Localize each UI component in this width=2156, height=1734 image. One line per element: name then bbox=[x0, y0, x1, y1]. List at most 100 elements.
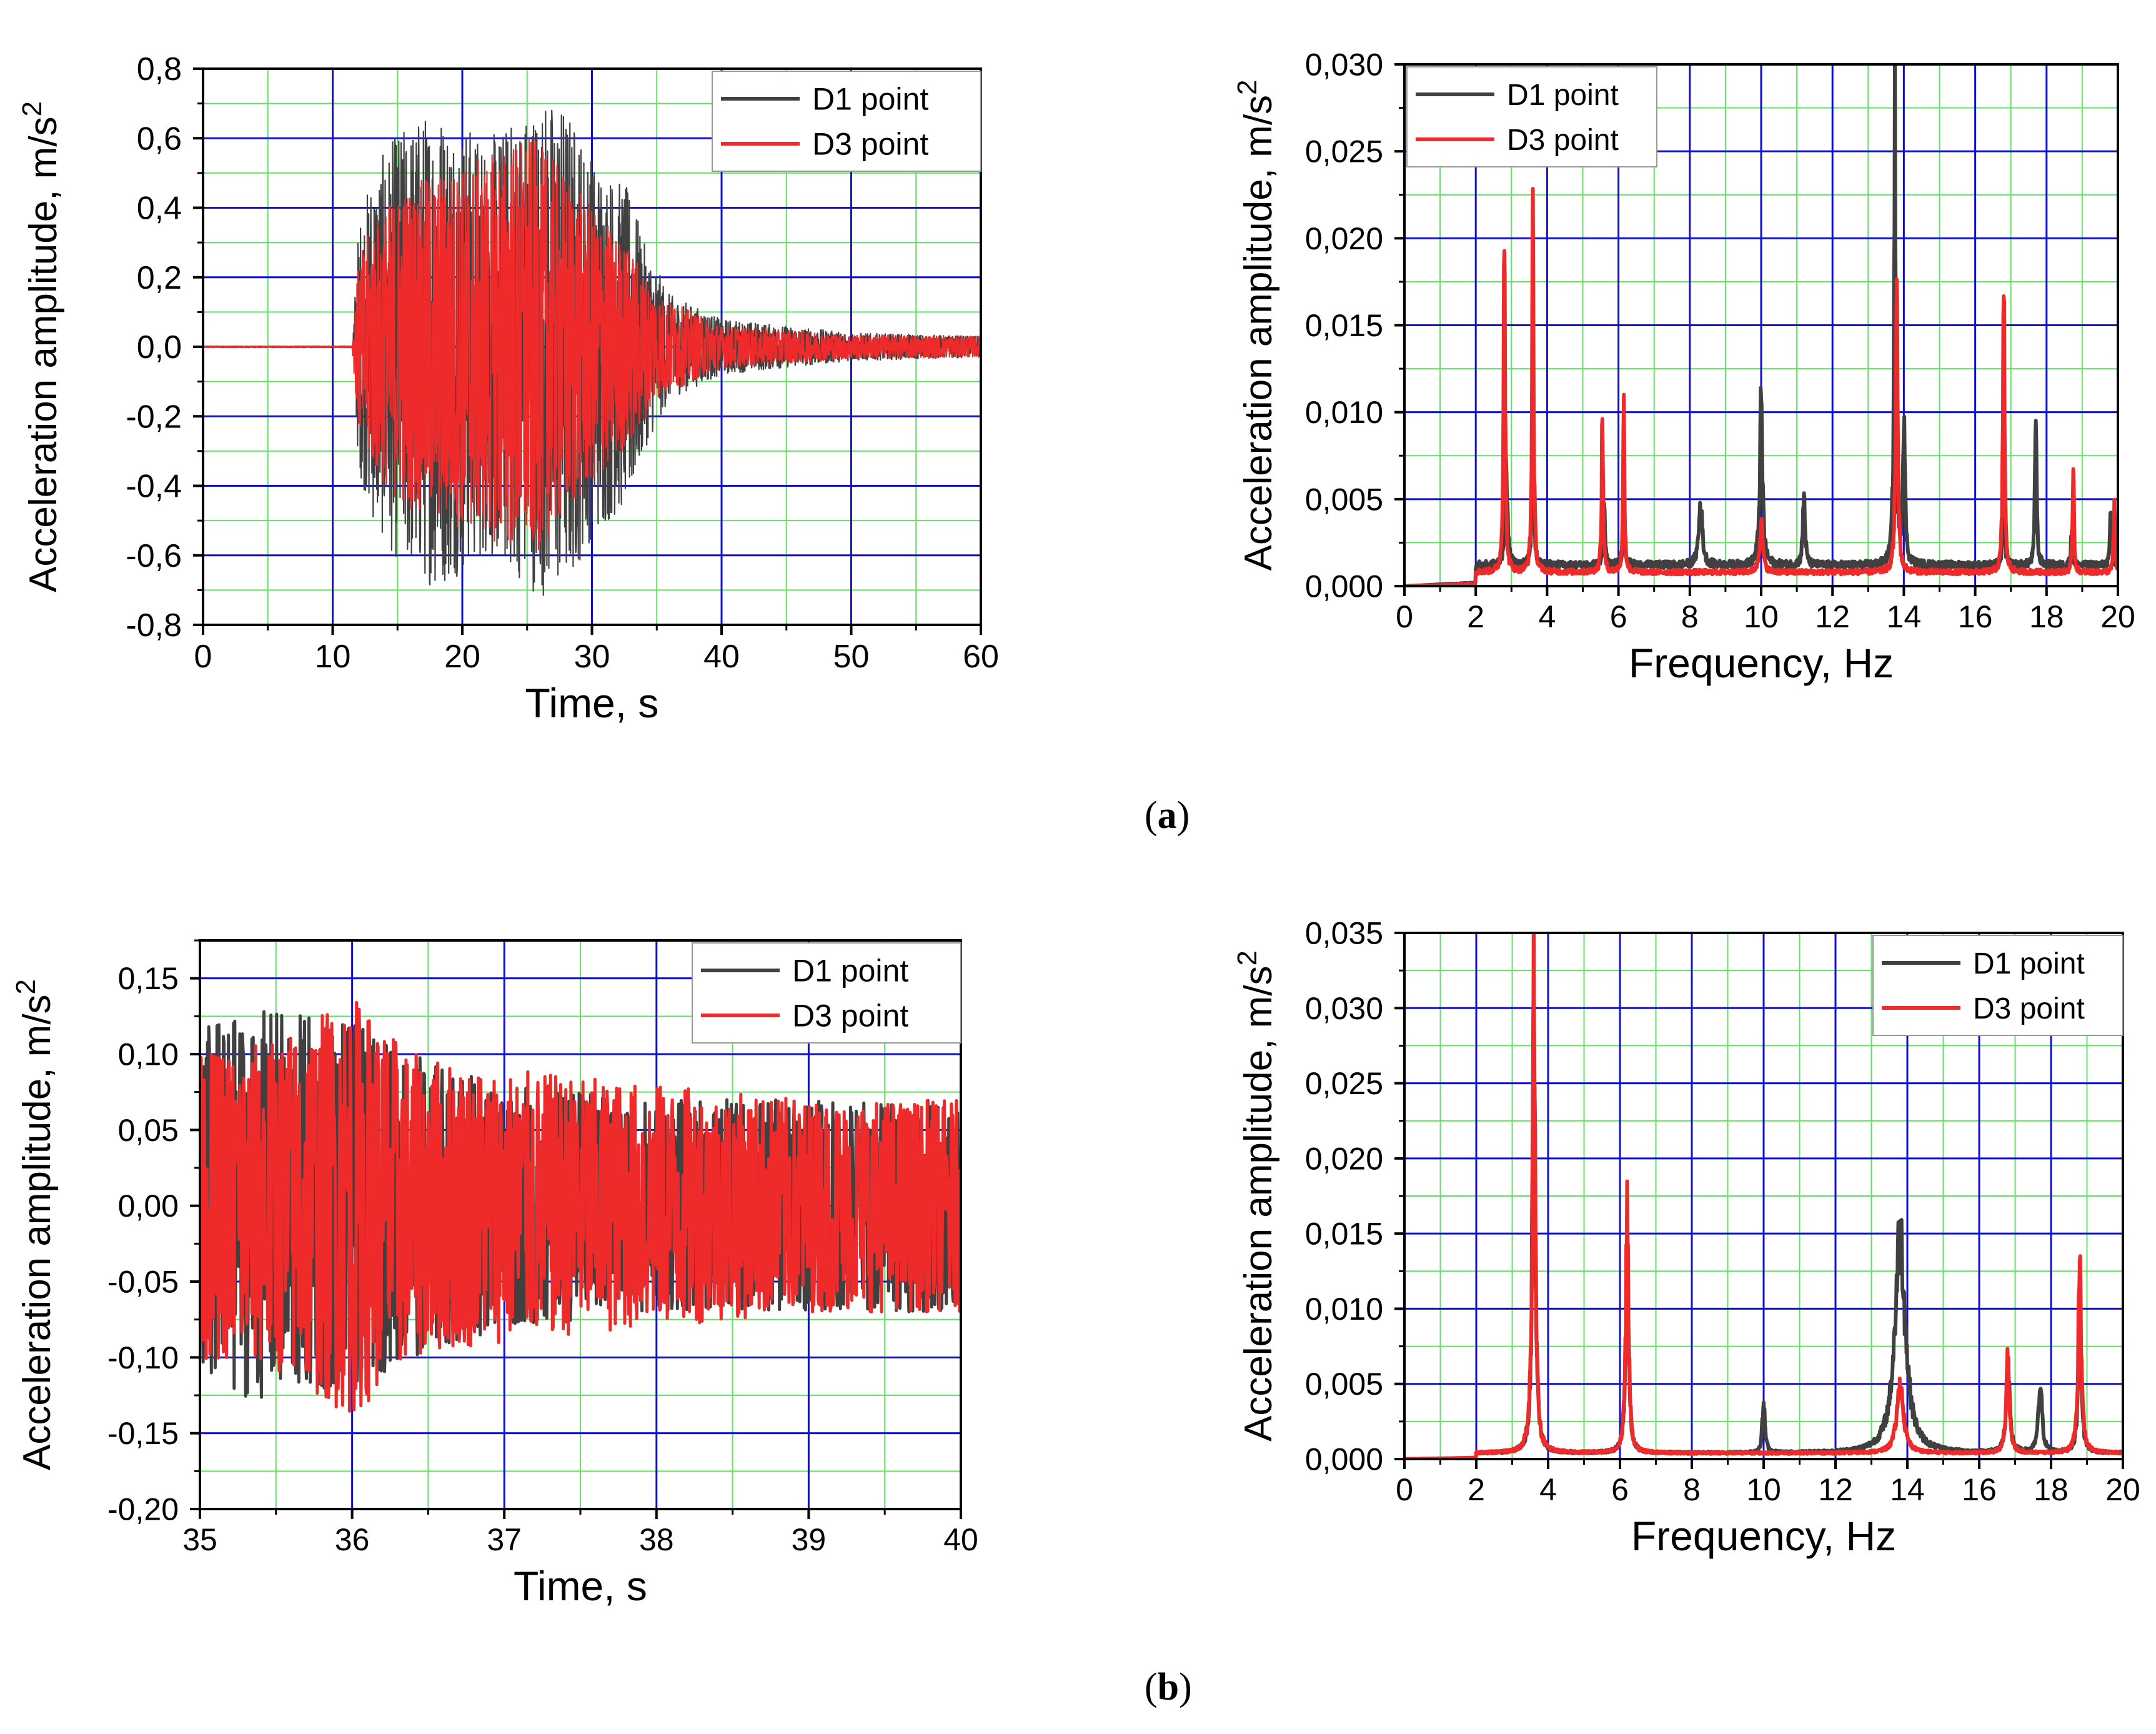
y-tick-label: 0,025 bbox=[1305, 1066, 1383, 1101]
x-tick-label: 6 bbox=[1611, 1472, 1629, 1507]
y-axis-label-superscript: 2 bbox=[11, 979, 41, 994]
x-tick-label: 12 bbox=[1815, 599, 1850, 634]
x-tick-label: 14 bbox=[1887, 599, 1922, 634]
legend-box bbox=[692, 942, 961, 1044]
y-axis-label: Acceleration amplitude, m/s2 bbox=[1232, 950, 1281, 1442]
y-tick-label: 0,000 bbox=[1305, 1442, 1383, 1477]
legend: D1 point D3 point bbox=[1872, 935, 2124, 1036]
x-axis-label: Time, s bbox=[525, 680, 659, 726]
x-tick-label: 2 bbox=[1467, 599, 1484, 634]
legend-entry-label: D3 point bbox=[812, 127, 928, 162]
chart-b-frequency-domain: 0 2 4 6 8 10 12 14 16 18 20 0,000 0,005 0,010 0,015 0,0… bbox=[1232, 916, 2140, 1560]
y-tick-label: 0,005 bbox=[1305, 482, 1383, 517]
x-tick-label: 36 bbox=[335, 1522, 370, 1557]
series-group bbox=[203, 109, 981, 596]
x-tick-label: 30 bbox=[574, 639, 610, 675]
legend-box bbox=[712, 71, 981, 172]
y-tick-label: 0,015 bbox=[1305, 1217, 1383, 1252]
x-tick-label: 14 bbox=[1890, 1472, 1925, 1507]
chart-b-time-domain: 35 36 37 38 39 40 -0,20 -0,15 -0,10 -0,05 0,00 0,05… bbox=[11, 939, 978, 1609]
y-tick-label: -0,4 bbox=[126, 469, 182, 505]
x-tick-label: 8 bbox=[1683, 1472, 1701, 1507]
series-d3-point-line bbox=[1404, 933, 2123, 1459]
y-tick-label: 0,8 bbox=[137, 51, 182, 87]
x-tick-label: 35 bbox=[182, 1522, 217, 1557]
y-axis-label-text: Acceleration amplitude, m/s bbox=[22, 116, 65, 592]
legend-entry-label: D1 point bbox=[812, 82, 928, 117]
y-tick-label: 0,030 bbox=[1305, 991, 1383, 1026]
chart-a-time-domain: 0 10 20 30 40 50 60 -0,8 -0,6 -0,4 -0,2 0,0 0,2 0,4 0,… bbox=[17, 51, 999, 726]
x-tick-label: 20 bbox=[2105, 1472, 2140, 1507]
y-tick-label: 0,020 bbox=[1305, 1141, 1383, 1176]
x-tick-label: 50 bbox=[833, 639, 870, 675]
series-group bbox=[1404, 64, 2118, 586]
legend: D1 point D3 point bbox=[692, 942, 961, 1044]
caption-b-letter: b bbox=[1157, 1666, 1180, 1708]
x-tick-label: 0 bbox=[194, 639, 212, 675]
x-tick-label: 6 bbox=[1610, 599, 1627, 634]
x-tick-label: 10 bbox=[1744, 599, 1779, 634]
y-tick-label: 0,030 bbox=[1305, 47, 1383, 82]
y-tick-label: -0,6 bbox=[126, 538, 182, 574]
x-tick-label: 20 bbox=[2100, 599, 2135, 634]
y-tick-label: 0,020 bbox=[1305, 221, 1383, 256]
y-tick-label: 0,6 bbox=[137, 121, 182, 157]
ticks: 35 36 37 38 39 40 -0,20 -0,15 -0,10 -0,05 0,00 0,05… bbox=[107, 939, 978, 1557]
y-tick-label: -0,2 bbox=[126, 399, 182, 435]
x-tick-label: 40 bbox=[943, 1522, 978, 1557]
legend-box bbox=[1872, 935, 2124, 1036]
y-tick-label: -0,10 bbox=[107, 1340, 179, 1375]
legend: D1 point D3 point bbox=[712, 71, 981, 172]
y-tick-label: 0,010 bbox=[1305, 395, 1383, 430]
x-tick-label: 16 bbox=[1958, 599, 1993, 634]
ticks: 0 2 4 6 8 10 12 14 16 18 20 0,000 0,005 0,010 0,015 0,0… bbox=[1305, 47, 2135, 635]
x-tick-label: 2 bbox=[1468, 1472, 1485, 1507]
y-tick-label: 0,010 bbox=[1305, 1292, 1383, 1327]
legend-entry-label: D3 point bbox=[1507, 124, 1619, 157]
y-axis-label-text: Acceleration amplitude, m/s bbox=[16, 994, 59, 1470]
y-axis-label-superscript: 2 bbox=[1232, 79, 1263, 94]
x-tick-label: 4 bbox=[1538, 599, 1556, 634]
y-axis-label-superscript: 2 bbox=[17, 101, 47, 116]
y-tick-label: 0,00 bbox=[118, 1188, 179, 1223]
x-axis-label: Time, s bbox=[514, 1563, 647, 1609]
x-tick-label: 39 bbox=[792, 1522, 827, 1557]
x-tick-label: 18 bbox=[2029, 599, 2064, 634]
y-axis-label: Acceleration amplitude, m/s2 bbox=[1232, 79, 1281, 571]
legend: D1 point D3 point bbox=[1406, 66, 1657, 167]
y-tick-label: 0,0 bbox=[137, 329, 182, 366]
y-tick-label: 0,10 bbox=[118, 1037, 179, 1072]
ticks: 0 10 20 30 40 50 60 -0,8 -0,6 -0,4 -0,2 0,0 0,2 0,4 0,… bbox=[126, 51, 999, 675]
y-tick-label: 0,15 bbox=[118, 961, 179, 996]
y-tick-label: 0,2 bbox=[137, 260, 182, 296]
caption-b: (b) bbox=[1145, 1666, 1192, 1708]
y-tick-label: -0,05 bbox=[107, 1265, 179, 1300]
x-tick-label: 4 bbox=[1539, 1472, 1557, 1507]
x-tick-label: 8 bbox=[1681, 599, 1699, 634]
series-d3-point-line bbox=[203, 138, 981, 551]
legend-entry-label: D1 point bbox=[1507, 79, 1619, 112]
y-tick-label: 0,035 bbox=[1305, 916, 1383, 951]
y-tick-label: 0,015 bbox=[1305, 308, 1383, 343]
y-axis-label: Acceleration amplitude, m/s2 bbox=[17, 101, 66, 592]
legend-entry-label: D3 point bbox=[792, 999, 908, 1034]
x-tick-label: 38 bbox=[639, 1522, 674, 1557]
series-d3-point-line bbox=[1404, 187, 2118, 586]
y-axis-label-text: Acceleration amplitude, m/s bbox=[1237, 965, 1280, 1442]
x-tick-label: 37 bbox=[487, 1522, 522, 1557]
x-tick-label: 0 bbox=[1396, 1472, 1413, 1507]
x-tick-label: 12 bbox=[1818, 1472, 1853, 1507]
legend-entry-label: D1 point bbox=[1973, 947, 2085, 980]
y-axis-label: Acceleration amplitude, m/s2 bbox=[11, 979, 59, 1470]
x-tick-label: 40 bbox=[703, 639, 740, 675]
x-axis-label: Frequency, Hz bbox=[1631, 1513, 1896, 1559]
x-tick-label: 10 bbox=[315, 639, 351, 675]
y-tick-label: -0,15 bbox=[107, 1416, 179, 1451]
y-axis-label-superscript: 2 bbox=[1232, 950, 1263, 965]
series-group bbox=[1404, 933, 2123, 1459]
x-tick-label: 60 bbox=[963, 639, 999, 675]
chart-a-frequency-domain: 0 2 4 6 8 10 12 14 16 18 20 0,000 0,005 0,010 0,015 0,0… bbox=[1232, 47, 2135, 687]
series-d3-point-line bbox=[200, 1000, 961, 1413]
y-tick-label: 0,4 bbox=[137, 191, 182, 227]
